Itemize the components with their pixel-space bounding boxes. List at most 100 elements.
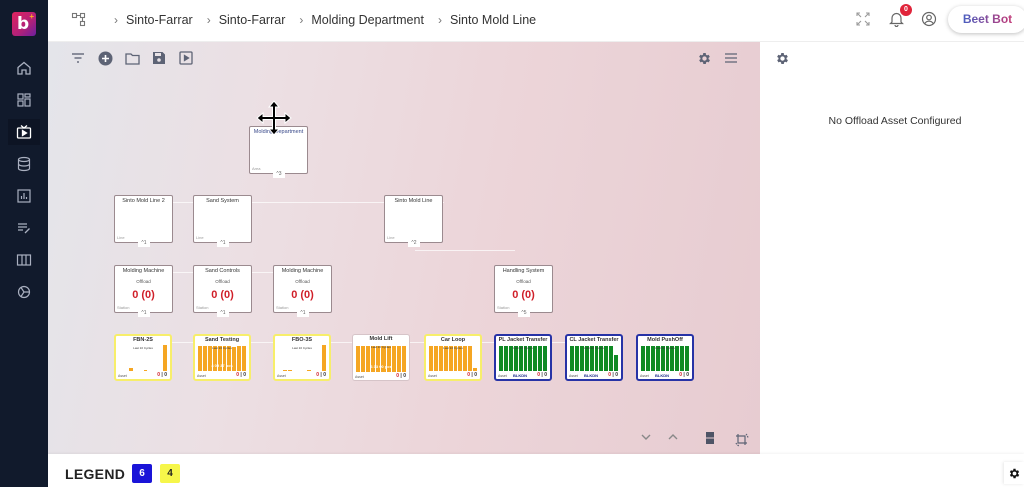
node-title: Sinto Mold Line 2 (122, 198, 165, 204)
station-value: 0 (0) (291, 289, 314, 301)
breadcrumb-item[interactable]: Sinto-Farrar (126, 13, 193, 27)
node-sinto-mold-line[interactable]: Sinto Mold Line Line (384, 195, 443, 243)
cycle-bar (391, 346, 396, 372)
cycle-bar (655, 346, 660, 371)
beet-bot-button[interactable]: Beet Bot (948, 6, 1024, 33)
asset-tile[interactable]: Mold Lift Last 10 Cycles 6 33 00 pcs Asset 0… (352, 334, 410, 381)
asset-kind: Asset (640, 374, 649, 378)
user-account-icon[interactable] (921, 11, 937, 27)
collapse-toggle[interactable]: ^1 (217, 239, 229, 247)
station-molding-machine-a[interactable]: Molding Machine Offload 0 (0) Station (114, 265, 173, 313)
station-molding-machine-b[interactable]: Molding Machine Offload 0 (0) Station (273, 265, 332, 313)
app-logo[interactable]: b + (12, 12, 36, 36)
gear-icon[interactable] (775, 51, 790, 66)
cycle-bar (143, 369, 148, 371)
asset-kind: Asset (118, 374, 127, 378)
cycle-bar (438, 346, 443, 371)
cycle-bar (473, 368, 478, 371)
cycle-bar (237, 346, 242, 371)
cycle-bar (604, 346, 609, 371)
collapse-toggle[interactable]: ^2 (408, 239, 420, 247)
cycle-bar (429, 346, 433, 371)
layout-toggle-icon (706, 432, 714, 444)
cycle-bar (645, 346, 650, 371)
legend-settings-button[interactable] (1004, 462, 1024, 484)
cycle-bar (680, 346, 685, 371)
sidebar-item-reports[interactable] (8, 183, 40, 209)
collapse-toggle[interactable]: ^5 (518, 309, 530, 317)
cycle-bar (513, 346, 518, 371)
node-kind: Line (387, 235, 395, 240)
sidebar-item-live-view[interactable] (8, 119, 40, 145)
open-folder-button[interactable] (124, 50, 140, 66)
station-sand-controls[interactable]: Sand Controls Offload 0 (0) Station (193, 265, 252, 313)
collapse-toggle[interactable]: ^1 (138, 309, 150, 317)
canvas-settings-button[interactable] (696, 50, 712, 66)
collapse-toggle[interactable]: ^3 (273, 170, 285, 178)
expand-all-button[interactable] (667, 432, 679, 442)
node-sand-system[interactable]: Sand System Line (193, 195, 252, 243)
play-box-icon (179, 51, 193, 65)
cycle-bar (614, 355, 619, 371)
filter-button[interactable] (70, 50, 86, 66)
sidebar-item-integrations[interactable] (8, 279, 40, 305)
breadcrumb-item-current[interactable]: Sinto Mold Line (449, 13, 537, 27)
cycle-chart (119, 345, 168, 371)
tv-play-icon (16, 125, 32, 139)
asset-tile[interactable]: Car Loop Last 10 Cycles Asset 0 | 0 (424, 334, 482, 381)
chevron-up-icon (668, 434, 678, 440)
collapse-all-button[interactable] (640, 432, 652, 442)
breadcrumb-item[interactable]: Molding Department (311, 13, 424, 27)
cycle-bar (468, 346, 473, 371)
hierarchy-canvas[interactable]: Molding Department Area ^3 Sinto Mold Li… (48, 42, 760, 454)
cycle-bar (453, 346, 458, 371)
cycle-bar (574, 346, 579, 371)
collapse-toggle[interactable]: ^1 (297, 309, 309, 317)
asset-status: BLKDN (584, 373, 598, 378)
logo-letter: b (17, 14, 30, 34)
sidebar-item-home[interactable] (8, 55, 40, 81)
cycle-chart (570, 345, 619, 371)
cycle-bar (523, 346, 528, 371)
asset-title: Mold Lift (369, 336, 393, 342)
fullscreen-icon[interactable] (856, 12, 870, 26)
chart-caption: Last 10 Cycles (443, 346, 463, 350)
node-kind: Station (276, 305, 289, 310)
layout-toggle-button[interactable] (706, 432, 714, 444)
collapse-toggle[interactable]: ^1 (217, 309, 229, 317)
sidebar-item-dashboard[interactable] (8, 87, 40, 113)
asset-tile[interactable]: PL Jacket Transfer Last 10 Cycles Asset BLK… (494, 334, 552, 381)
cycle-bar (579, 346, 584, 371)
save-button[interactable] (151, 50, 167, 66)
asset-kind: Asset (569, 374, 578, 378)
asset-tile[interactable]: FBO-3S Last 10 Cycles Asset 0 | 0 (273, 334, 331, 381)
preview-button[interactable] (178, 50, 194, 66)
canvas-toolbar (70, 50, 194, 66)
cycle-bar (217, 346, 222, 371)
legend-chip-yellow[interactable]: 4 (160, 464, 180, 483)
add-button[interactable] (97, 50, 113, 66)
breadcrumb-item[interactable]: Sinto-Farrar (218, 13, 286, 27)
collapse-toggle[interactable]: ^1 (138, 239, 150, 247)
cycle-bar (212, 346, 217, 371)
bell-icon[interactable] (889, 11, 904, 27)
node-sinto-mold-line-2[interactable]: Sinto Mold Line 2 Line (114, 195, 173, 243)
cycle-bar (508, 346, 513, 371)
hierarchy-icon[interactable] (71, 12, 87, 28)
asset-tile[interactable]: CL Jacket Transfer Last 10 Cycles Asset BLK… (565, 334, 623, 381)
fit-view-button[interactable] (734, 432, 750, 448)
canvas-menu-button[interactable] (723, 50, 739, 66)
sidebar-item-columns[interactable] (8, 247, 40, 273)
sidebar-item-edit-list[interactable] (8, 215, 40, 241)
legend-chip-blue[interactable]: 6 (132, 464, 152, 483)
cycle-chart (641, 345, 690, 371)
sidebar-item-database[interactable] (8, 151, 40, 177)
asset-tile[interactable]: FBN-2S Last 10 Cycles Asset 0 | 0 (114, 334, 172, 381)
empty-state-message: No Offload Asset Configured (828, 115, 962, 127)
asset-count: 0 | 0 (396, 373, 406, 379)
station-handling-system[interactable]: Handling System Offload 0 (0) Station (494, 265, 553, 313)
cycle-chart (198, 345, 247, 371)
cycle-bar (609, 346, 614, 371)
asset-tile[interactable]: Mold PushOff Last 10 Cycles Asset BLKDN 0 | … (636, 334, 694, 381)
asset-tile[interactable]: Sand Testing Last 10 Cycles 4 05 37 pcs Ass… (193, 334, 251, 381)
